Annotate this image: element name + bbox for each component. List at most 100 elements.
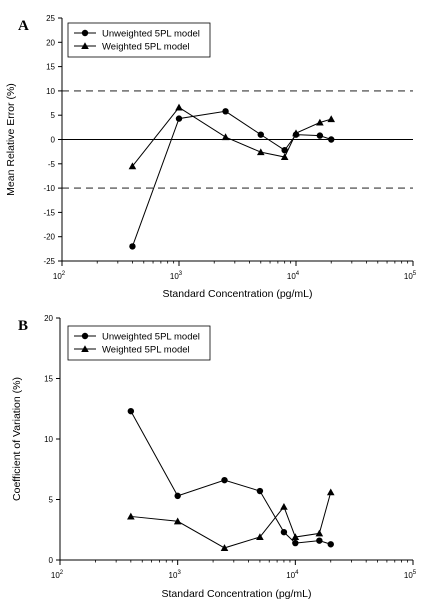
data-point-circle <box>221 476 228 484</box>
series-line <box>130 410 331 545</box>
legend-box <box>67 22 211 58</box>
panel-letter: A <box>18 18 29 34</box>
data-point-triangle <box>280 502 288 510</box>
legend-label: Unweighted 5PL model <box>102 29 200 40</box>
data-point-circle <box>280 528 288 536</box>
x-tick-exponent: 5 <box>413 271 417 277</box>
x-axis-label: Standard Concentration (pg/mL) <box>162 588 312 600</box>
y-tick-label: -25 <box>43 257 55 266</box>
data-point-triangle <box>173 517 182 525</box>
x-tick-base: 10 <box>404 272 413 281</box>
legend-label: Weighted 5PL model <box>102 345 190 356</box>
data-point-circle <box>174 492 181 500</box>
x-tick-exponent: 2 <box>60 570 64 576</box>
y-tick-label: 0 <box>51 136 56 145</box>
series-circle <box>129 108 335 250</box>
y-axis-label: Coefficient of Variation (%) <box>11 377 23 501</box>
y-tick-label: 5 <box>49 496 54 505</box>
series-line <box>130 492 332 549</box>
legend-marker-circle <box>81 29 89 37</box>
data-point-triangle <box>327 115 336 123</box>
x-tick-base: 10 <box>53 272 62 281</box>
data-point-triangle <box>316 118 324 126</box>
data-point-triangle <box>256 148 265 156</box>
data-point-triangle <box>128 162 137 170</box>
data-point-circle <box>257 131 264 138</box>
x-tick-exponent: 3 <box>177 570 181 576</box>
x-tick-label: 104 <box>287 271 300 281</box>
data-point-triangle <box>127 512 135 520</box>
panel-letter: B <box>18 318 28 334</box>
data-point-circle <box>127 407 135 415</box>
x-tick-exponent: 2 <box>62 271 66 277</box>
x-tick-exponent: 3 <box>179 271 183 277</box>
x-tick-label: 104 <box>286 570 299 580</box>
legend-marker-triangle <box>81 345 89 353</box>
y-tick-label: -15 <box>43 208 55 217</box>
x-tick-label: 103 <box>169 570 182 580</box>
legend-marker-triangle <box>81 42 89 50</box>
y-tick-label: -5 <box>48 160 56 169</box>
legend-marker-circle <box>81 332 89 340</box>
series-line <box>132 106 332 167</box>
x-tick-base: 10 <box>404 571 413 580</box>
data-point-triangle <box>292 129 300 137</box>
data-point-circle <box>328 136 335 143</box>
y-axis-label: Mean Relative Error (%) <box>5 83 17 196</box>
legend: Unweighted 5PL model Weighted 5PL model <box>67 22 211 58</box>
x-tick-exponent: 4 <box>296 271 300 277</box>
y-tick-label: 15 <box>46 63 55 72</box>
y-tick-label: 0 <box>49 556 54 565</box>
y-tick-label: 20 <box>46 38 55 47</box>
data-point-triangle <box>220 544 229 551</box>
y-tick-label: 5 <box>51 111 56 120</box>
x-tick-base: 10 <box>287 272 296 281</box>
x-tick-label: 102 <box>51 570 64 580</box>
x-tick-label: 105 <box>404 271 417 281</box>
data-point-triangle <box>280 153 289 161</box>
series-triangle <box>128 103 336 170</box>
data-point-circle <box>327 541 334 548</box>
x-tick-exponent: 5 <box>413 570 417 576</box>
legend: Unweighted 5PL model Weighted 5PL model <box>67 325 211 361</box>
data-point-circle <box>292 539 299 547</box>
x-tick-label: 102 <box>53 271 66 281</box>
y-tick-label: 15 <box>44 375 53 384</box>
series-line <box>131 110 332 247</box>
series-triangle <box>127 488 335 551</box>
data-point-triangle <box>291 533 300 541</box>
data-point-triangle <box>256 533 264 541</box>
y-tick-label: 10 <box>44 435 53 444</box>
y-tick-label: -10 <box>43 184 55 193</box>
y-tick-label: 10 <box>46 87 55 96</box>
x-tick-base: 10 <box>169 571 178 580</box>
data-point-circle <box>281 146 288 154</box>
data-point-triangle <box>175 103 183 111</box>
series-circle <box>127 407 334 548</box>
legend-box <box>67 325 211 361</box>
y-tick-label: 25 <box>46 14 55 23</box>
data-point-circle <box>316 537 323 544</box>
x-tick-exponent: 4 <box>295 570 299 576</box>
legend-label: Unweighted 5PL model <box>102 332 200 343</box>
data-point-circle <box>256 487 264 495</box>
data-point-circle <box>222 108 229 115</box>
x-tick-base: 10 <box>51 571 60 580</box>
x-axis-label: Standard Concentration (pg/mL) <box>163 288 313 300</box>
data-point-triangle <box>326 488 335 496</box>
data-point-triangle <box>315 529 324 537</box>
data-point-triangle <box>221 133 230 141</box>
data-point-circle <box>129 243 136 250</box>
y-tick-label: 20 <box>44 314 53 323</box>
x-tick-label: 105 <box>404 570 417 580</box>
data-point-circle <box>175 115 183 122</box>
legend-label: Weighted 5PL model <box>102 42 190 53</box>
data-point-circle <box>316 132 324 139</box>
x-tick-label: 103 <box>170 271 183 281</box>
y-tick-label: -20 <box>43 233 55 242</box>
x-tick-base: 10 <box>170 272 179 281</box>
x-tick-base: 10 <box>286 571 295 580</box>
